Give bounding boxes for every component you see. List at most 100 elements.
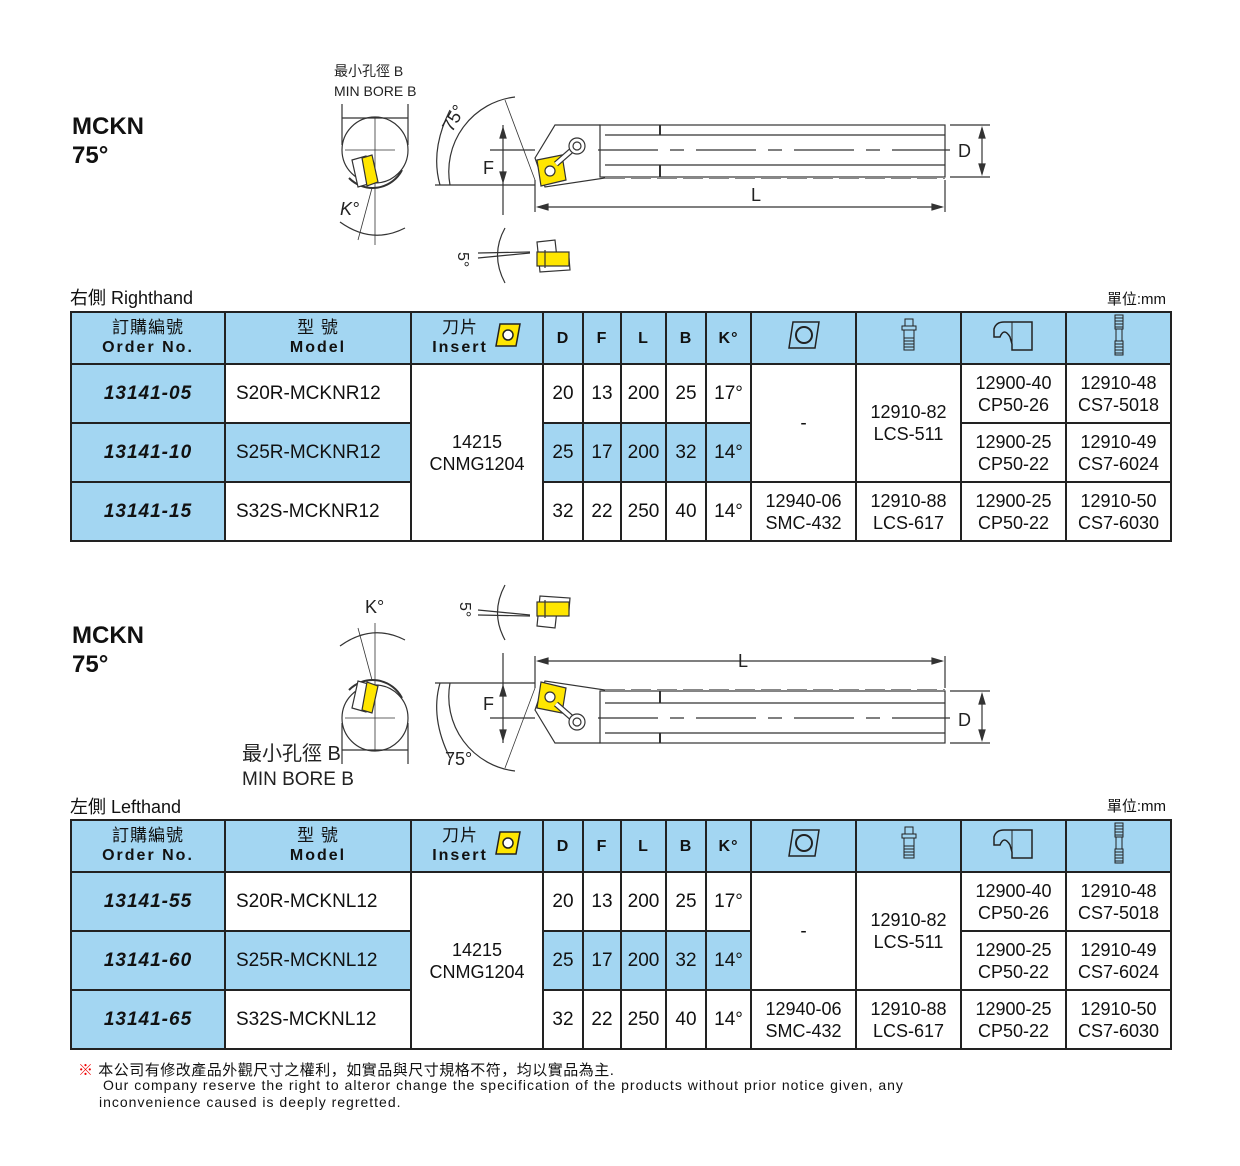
- shim-name: SMC-432: [765, 1020, 842, 1041]
- dim-k: 17°: [705, 871, 752, 932]
- hand-label: 右側 Righthand: [70, 288, 194, 308]
- screw-cell: 12910-50 CS7-6030: [1065, 989, 1172, 1050]
- pin-code: 12910-88: [870, 490, 947, 511]
- clamp-cell: 12900-25 CP50-22: [960, 930, 1067, 991]
- order-no[interactable]: 13141-15: [70, 481, 226, 542]
- dim-f: 22: [582, 481, 622, 542]
- shim-cell: 12940-06 SMC-432: [750, 481, 857, 542]
- pin-cell: 12910-82 LCS-511: [855, 871, 962, 991]
- screw-code: 12910-50: [1080, 490, 1157, 511]
- header-pin: [855, 819, 962, 873]
- table-row: 13141-65 S32S-MCKNL12 32 22 250 40 14° 12940-06…: [70, 989, 1172, 1050]
- dim-l: 200: [620, 871, 667, 932]
- table-row: 13141-05 S20R-MCKNR12 14215 CNMG1204 20 13 200…: [70, 363, 1172, 542]
- bore-label-cn: 最小孔徑 B: [334, 63, 403, 79]
- clamp-code: 12900-25: [975, 998, 1052, 1019]
- order-no[interactable]: 13141-65: [70, 989, 226, 1050]
- header-model: 型 號 Model: [224, 819, 412, 873]
- section-angle: 75°: [72, 142, 109, 169]
- k-angle-label: K°: [365, 597, 384, 617]
- dim-k: 14°: [705, 989, 752, 1050]
- model: S25R-MCKNL12: [224, 930, 412, 991]
- screw-name: CS7-6030: [1077, 512, 1160, 533]
- header-shim: [750, 819, 857, 873]
- dim-l: 200: [620, 363, 667, 424]
- lefthand-spec-table: 訂購編號 Order No. 型 號 Model 刀片 Insert D F L B K° 1…: [70, 819, 1172, 1050]
- dim-b: 25: [665, 363, 707, 424]
- header-insert: 刀片 Insert: [410, 819, 544, 873]
- clamp-name: CP50-22: [977, 1020, 1050, 1041]
- dim-f: 22: [582, 989, 622, 1050]
- shim-name: SMC-432: [765, 512, 842, 533]
- dim-f: 13: [582, 363, 622, 424]
- shim-cell: 12940-06 SMC-432: [750, 989, 857, 1050]
- note-cn-text: 本公司有修改產品外觀尺寸之權利，如實品與尺寸規格不符，均以實品為主.: [98, 1062, 615, 1079]
- clamp-cell: 12900-40 CP50-26: [960, 363, 1067, 424]
- screw-icon: [1113, 822, 1125, 868]
- pin-cell: 12910-82 LCS-511: [855, 363, 962, 483]
- footer-note-en-1: Our company reserve the right to alteror…: [103, 1077, 904, 1093]
- header-insert-cn: 刀片: [441, 318, 478, 337]
- dim-d: 20: [542, 871, 584, 932]
- lead-angle-label: 75°: [445, 749, 472, 769]
- k-angle-label: K°: [340, 199, 359, 219]
- l-dim-label: L: [751, 185, 761, 205]
- header-clamp: [960, 311, 1067, 365]
- unit-label: 單位:mm: [1106, 798, 1166, 815]
- header-model-cn: 型 號: [297, 318, 339, 337]
- righthand-tool-drawing: [339, 96, 990, 284]
- order-no[interactable]: 13141-55: [70, 871, 226, 932]
- header-l: L: [620, 819, 667, 873]
- clamp-cell: 12900-25 CP50-22: [960, 422, 1067, 483]
- clamp-name: CP50-22: [977, 961, 1050, 982]
- note-mark: ※: [78, 1062, 94, 1079]
- header-f: F: [582, 311, 622, 365]
- order-no[interactable]: 13141-10: [70, 422, 226, 483]
- insert-name: CNMG1204: [429, 961, 525, 982]
- clamp-code: 12900-40: [975, 880, 1052, 901]
- dim-f: 17: [582, 930, 622, 991]
- screw-cell: 12910-49 CS7-6024: [1065, 930, 1172, 991]
- header-model: 型 號 Model: [224, 311, 412, 365]
- screw-name: CS7-6030: [1077, 1020, 1160, 1041]
- table-row: 13141-15 S32S-MCKNR12 32 22 250 40 14° 12940-06…: [70, 481, 1172, 542]
- l-dim-label: L: [738, 651, 748, 671]
- insert-code: 14215: [451, 431, 503, 452]
- header-order-cn: 訂購編號: [112, 318, 184, 337]
- screw-code: 12910-48: [1080, 880, 1157, 901]
- order-no[interactable]: 13141-05: [70, 363, 226, 424]
- header-model-en: Model: [289, 339, 347, 356]
- clamp-cell: 12900-25 CP50-22: [960, 989, 1067, 1050]
- clamp-cell: 12900-40 CP50-26: [960, 871, 1067, 932]
- header-clamp: [960, 819, 1067, 873]
- dim-b: 40: [665, 989, 707, 1050]
- screw-name: CS7-5018: [1077, 902, 1160, 923]
- pin-name: LCS-511: [873, 932, 944, 952]
- shim-cell: -: [750, 363, 857, 483]
- clamp-code: 12900-25: [975, 431, 1052, 452]
- pin-cell: 12910-88 LCS-617: [855, 989, 962, 1050]
- pin-code: 12910-88: [870, 998, 947, 1019]
- clamp-name: CP50-22: [977, 453, 1050, 474]
- bore-label-en: MIN BORE B: [242, 769, 354, 790]
- header-order-cn: 訂購編號: [112, 826, 184, 845]
- model: S32S-MCKNL12: [224, 989, 412, 1050]
- dim-d: 32: [542, 481, 584, 542]
- incl-angle-label: 5°: [454, 252, 471, 267]
- header-insert-cn: 刀片: [441, 826, 478, 845]
- model: S32S-MCKNR12: [224, 481, 412, 542]
- header-insert-en: Insert: [432, 847, 488, 864]
- section-title: MCKN: [72, 622, 144, 649]
- table-row: 13141-55 S20R-MCKNL12 14215 CNMG1204 20 13 200…: [70, 871, 1172, 1050]
- clamp-icon: [992, 320, 1036, 355]
- header-f: F: [582, 819, 622, 873]
- header-order-no: 訂購編號 Order No.: [70, 819, 226, 873]
- order-no[interactable]: 13141-60: [70, 930, 226, 991]
- header-k: K°: [705, 819, 752, 873]
- pin-name: LCS-511: [873, 424, 944, 444]
- insert-icon: [494, 322, 522, 355]
- header-screw: [1065, 819, 1172, 873]
- table-row: 13141-60 S25R-MCKNL12 25 17 200 32 14° 12900-25…: [70, 930, 1172, 991]
- pin-code: 12910-82: [870, 402, 947, 422]
- model: S20R-MCKNL12: [224, 871, 412, 932]
